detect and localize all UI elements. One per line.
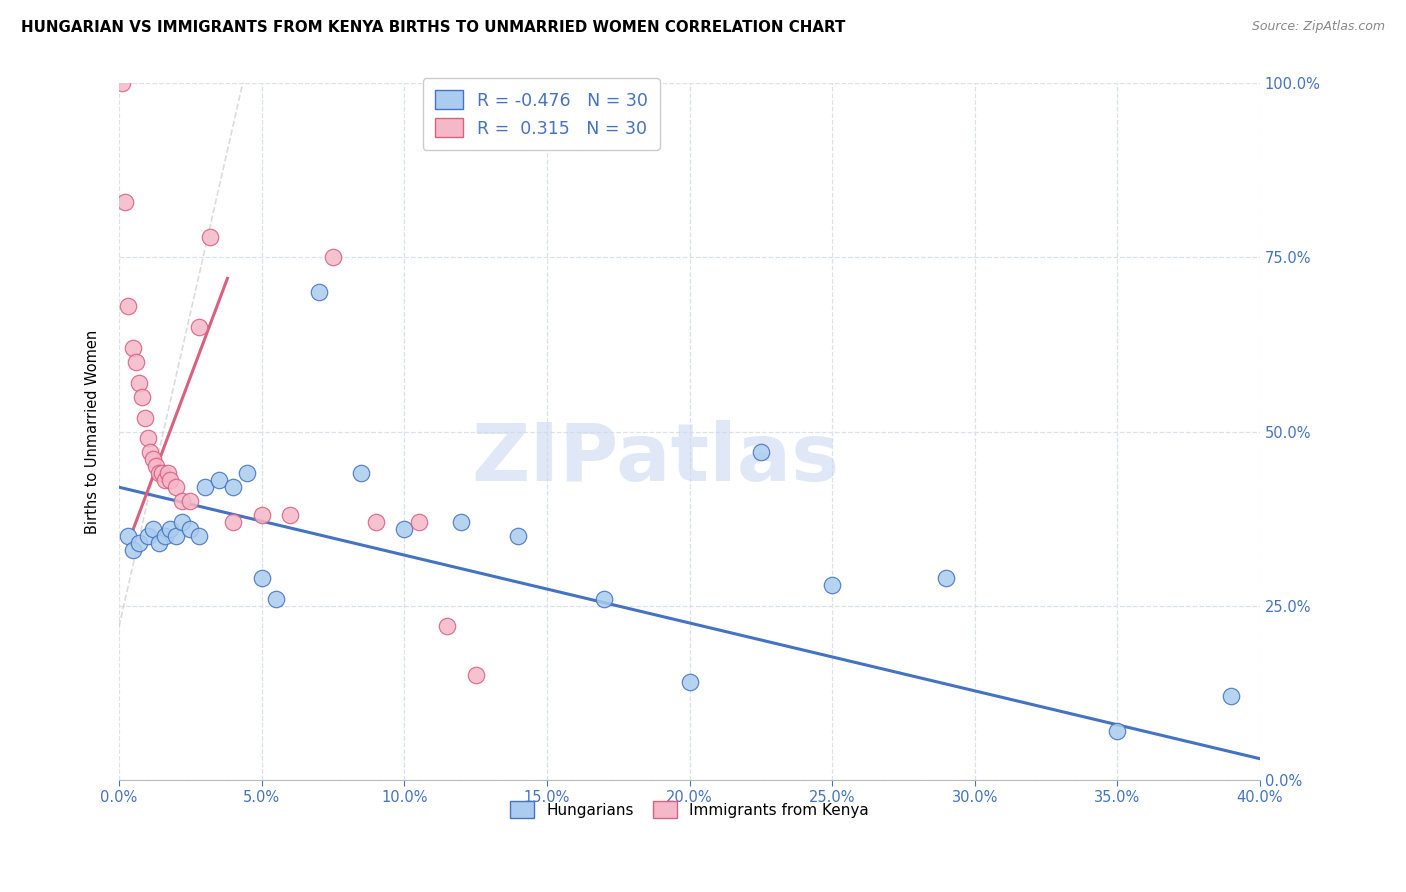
Point	[134, 410, 156, 425]
Point	[114, 194, 136, 209]
Point	[1220, 689, 1243, 703]
Point	[436, 619, 458, 633]
Point	[159, 522, 181, 536]
Point	[148, 536, 170, 550]
Point	[136, 529, 159, 543]
Point	[250, 571, 273, 585]
Point	[322, 251, 344, 265]
Point	[128, 536, 150, 550]
Point	[187, 529, 209, 543]
Point	[308, 285, 330, 300]
Point	[1107, 723, 1129, 738]
Point	[170, 515, 193, 529]
Point	[222, 515, 245, 529]
Point	[153, 473, 176, 487]
Point	[278, 508, 301, 522]
Point	[145, 459, 167, 474]
Point	[222, 480, 245, 494]
Point	[179, 494, 201, 508]
Point	[200, 229, 222, 244]
Point	[236, 467, 259, 481]
Point	[153, 529, 176, 543]
Text: ZIPatlas: ZIPatlas	[471, 420, 839, 499]
Point	[128, 376, 150, 390]
Point	[464, 668, 486, 682]
Point	[935, 571, 957, 585]
Point	[350, 467, 373, 481]
Point	[187, 320, 209, 334]
Text: Source: ZipAtlas.com: Source: ZipAtlas.com	[1251, 20, 1385, 33]
Point	[165, 480, 187, 494]
Point	[408, 515, 430, 529]
Point	[142, 452, 165, 467]
Point	[159, 473, 181, 487]
Point	[264, 591, 287, 606]
Point	[394, 522, 416, 536]
Point	[150, 467, 173, 481]
Text: HUNGARIAN VS IMMIGRANTS FROM KENYA BIRTHS TO UNMARRIED WOMEN CORRELATION CHART: HUNGARIAN VS IMMIGRANTS FROM KENYA BIRTH…	[21, 20, 845, 35]
Point	[136, 432, 159, 446]
Point	[250, 508, 273, 522]
Point	[208, 473, 231, 487]
Point	[111, 77, 134, 91]
Point	[364, 515, 387, 529]
Point	[142, 522, 165, 536]
Point	[139, 445, 162, 459]
Legend: Hungarians, Immigrants from Kenya: Hungarians, Immigrants from Kenya	[503, 796, 875, 824]
Point	[508, 529, 530, 543]
Point	[131, 390, 153, 404]
Point	[179, 522, 201, 536]
Y-axis label: Births to Unmarried Women: Births to Unmarried Women	[86, 329, 100, 533]
Point	[170, 494, 193, 508]
Point	[593, 591, 616, 606]
Point	[125, 355, 148, 369]
Point	[122, 341, 145, 355]
Point	[194, 480, 217, 494]
Point	[156, 467, 179, 481]
Point	[117, 529, 139, 543]
Point	[450, 515, 472, 529]
Point	[122, 542, 145, 557]
Point	[165, 529, 187, 543]
Point	[117, 299, 139, 313]
Point	[678, 675, 700, 690]
Point	[821, 577, 844, 591]
Point	[148, 467, 170, 481]
Point	[749, 445, 772, 459]
